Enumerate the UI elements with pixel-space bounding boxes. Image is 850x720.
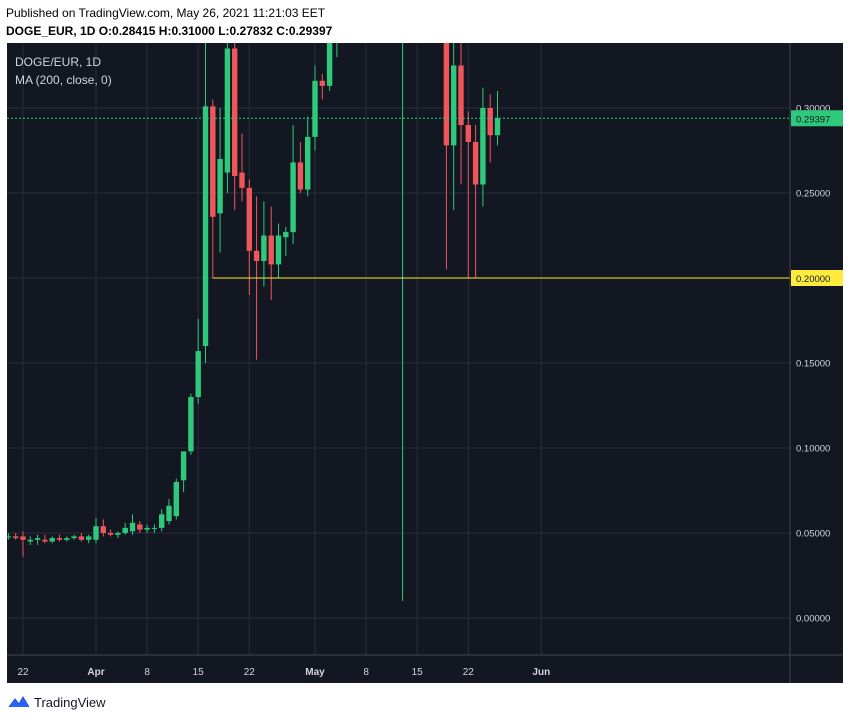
candle-body	[173, 482, 179, 516]
symbol-label: DOGE_EUR, 1D	[6, 24, 96, 38]
candle-body	[115, 533, 121, 535]
candle-body	[122, 527, 128, 533]
candle-body	[7, 536, 12, 538]
y-tick-label: 0.15000	[796, 359, 830, 370]
time-axis[interactable]: 22 Apr 8 15 22 May 8 15 22 Jun	[17, 667, 550, 678]
candle-body	[166, 505, 172, 522]
candle-body	[319, 80, 325, 86]
candle-body	[290, 162, 296, 233]
last-price-label: 0.29397	[796, 114, 830, 125]
candle-body	[224, 48, 231, 173]
candle-body	[64, 538, 70, 540]
candle-body	[78, 536, 85, 540]
x-tick-label: 8	[363, 667, 369, 678]
x-tick-label: May	[305, 667, 325, 678]
x-tick-label: Jun	[532, 667, 550, 678]
x-tick-label: 15	[193, 667, 205, 678]
low-label: L:	[218, 24, 230, 38]
footer-brand[interactable]: TradingView	[8, 692, 106, 712]
candle-body	[86, 536, 92, 540]
x-tick-label: 15	[412, 667, 424, 678]
candle-body	[246, 187, 252, 251]
x-tick-label: Apr	[87, 667, 104, 678]
candle-body	[305, 136, 311, 190]
candle-body	[202, 106, 209, 346]
candle-body	[268, 235, 274, 265]
candle-body	[151, 527, 158, 529]
candle-body	[326, 43, 333, 86]
candle-body	[283, 232, 289, 238]
candle-body	[100, 526, 106, 533]
candle-body	[129, 522, 136, 532]
candle-body	[261, 235, 267, 261]
x-tick-label: 22	[463, 667, 475, 678]
x-tick-label: 22	[244, 667, 256, 678]
candle-body	[144, 527, 150, 530]
candles-layer	[7, 43, 501, 601]
candle-body	[107, 533, 114, 535]
candle-body	[13, 536, 19, 539]
candle-body	[297, 162, 304, 190]
candle-body	[159, 514, 165, 528]
candle-body	[188, 397, 194, 452]
candle-body	[275, 235, 282, 265]
y-tick-label: 0.25000	[796, 189, 830, 200]
high-value: 0.31000	[171, 24, 215, 38]
support-label: 0.20000	[796, 274, 830, 285]
candle-body	[472, 142, 479, 185]
overlay-lines	[7, 117, 790, 279]
published-note: Published on TradingView.com, May 26, 20…	[6, 6, 326, 20]
candle-body	[20, 536, 26, 540]
x-tick-label: 8	[144, 667, 150, 678]
candle-body	[137, 524, 143, 530]
candle-body	[480, 108, 486, 185]
legend-pair: DOGE/EUR, 1D	[15, 55, 101, 69]
candle-body	[34, 538, 41, 540]
candle-body	[232, 48, 238, 176]
candle-body	[195, 351, 201, 397]
symbol-ohlc-line: DOGE_EUR, 1D O:0.28415 H:0.31000 L:0.278…	[6, 24, 332, 38]
low-value: 0.27832	[229, 24, 273, 38]
open-label: O:	[98, 24, 113, 38]
candle-body	[49, 538, 55, 542]
candle-body	[443, 43, 450, 146]
candle-body	[253, 250, 260, 261]
price-tags: 0.29397 0.20000	[791, 110, 843, 286]
candle-body	[312, 80, 318, 137]
y-tick-label: 0.05000	[796, 529, 830, 540]
y-tick-label: 0.00000	[796, 614, 830, 625]
candle-body	[487, 108, 493, 136]
y-tick-label: 0.10000	[796, 444, 830, 455]
candle-body	[451, 65, 457, 146]
candle-body	[27, 539, 33, 542]
ohlc-readout: O:0.28415 H:0.31000 L:0.27832 C:0.29397	[99, 24, 333, 38]
brand-name: TradingView	[34, 694, 106, 710]
y-tick-label: 0.30000	[796, 104, 830, 115]
candle-body	[465, 125, 471, 142]
candle-body	[458, 65, 464, 125]
candle-body	[42, 539, 48, 542]
x-tick-label: 22	[17, 667, 29, 678]
candle-body	[217, 159, 223, 214]
candle-body	[210, 106, 216, 217]
candle-body	[56, 538, 63, 540]
open-value: 0.28415	[112, 24, 156, 38]
candle-body	[494, 118, 501, 136]
close-label: C:	[276, 24, 289, 38]
candlestick-chart[interactable]: 0.650000.600000.550000.500000.450000.400…	[7, 43, 843, 683]
close-value: 0.29397	[288, 24, 333, 38]
candle-body	[71, 536, 77, 539]
candle-body	[93, 526, 99, 540]
support-tag	[791, 270, 843, 286]
candle-body	[180, 451, 187, 481]
candle-body	[239, 172, 245, 188]
last-price-tag	[791, 110, 843, 127]
tradingview-logo-icon	[8, 696, 30, 708]
legend-indicator: MA (200, close, 0)	[15, 73, 112, 87]
high-label: H:	[158, 24, 172, 38]
